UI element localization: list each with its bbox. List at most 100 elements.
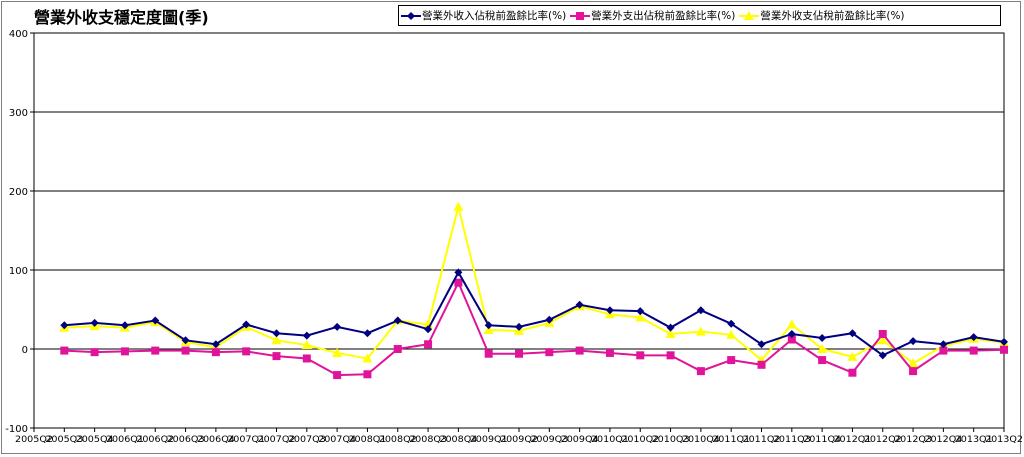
data-point-square — [757, 360, 766, 369]
data-point-square — [939, 346, 948, 355]
data-point-square — [90, 348, 99, 357]
series-line — [64, 270, 1005, 357]
data-point-square — [727, 356, 736, 365]
data-point-diamond — [969, 333, 978, 342]
data-point-square — [120, 347, 129, 356]
data-point-triangle — [695, 326, 706, 336]
data-point-diamond — [272, 329, 281, 338]
data-point-square — [575, 346, 584, 355]
data-point-square — [211, 348, 220, 357]
legend-marker-triangle-icon — [739, 10, 760, 20]
x-tick-label: 2013Q2 — [985, 435, 1023, 445]
data-point-square — [424, 340, 433, 349]
data-point-square — [454, 278, 463, 287]
data-point-triangle — [847, 351, 858, 361]
data-point-square — [666, 351, 675, 360]
data-point-square — [909, 367, 918, 376]
data-point-diamond — [545, 315, 554, 324]
data-point-square — [484, 349, 493, 358]
x-tick-label: 2010Q1 — [591, 435, 629, 445]
y-tick-label: 0 — [22, 345, 28, 356]
data-point-triangle — [877, 335, 888, 345]
data-point-square — [605, 348, 614, 357]
data-point-diamond — [757, 340, 766, 349]
data-point-square — [1000, 345, 1008, 354]
y-tick-label: 200 — [9, 187, 28, 198]
x-tick-label: 2007Q1 — [227, 435, 265, 445]
data-point-diamond — [60, 321, 69, 330]
data-point-diamond — [1000, 337, 1008, 346]
data-point-diamond — [909, 337, 918, 346]
y-tick-label: -100 — [5, 424, 28, 435]
x-tick-label: 2012Q4 — [924, 435, 962, 445]
data-point-triangle — [786, 319, 797, 329]
x-tick-label: 2009Q3 — [530, 435, 568, 445]
data-point-square — [696, 367, 705, 376]
x-tick-label: 2007Q4 — [318, 435, 356, 445]
legend-label: 營業外收支佔稅前盈餘比率(%) — [760, 10, 905, 22]
x-tick-label: 2011Q2 — [743, 435, 781, 445]
data-point-square — [878, 329, 887, 338]
y-tick-label: 100 — [9, 266, 28, 277]
data-point-diamond — [939, 340, 948, 349]
data-point-diamond — [242, 320, 251, 329]
x-tick-label: 2012Q2 — [864, 435, 902, 445]
plot-area — [33, 32, 1005, 429]
x-tick-label: 2011Q4 — [803, 435, 841, 445]
chart-title: 營業外收支穩定度圖(季) — [34, 8, 209, 27]
data-point-square — [333, 371, 342, 380]
legend-marker-diamond-icon — [401, 11, 421, 20]
x-tick-label: 2010Q2 — [621, 435, 659, 445]
data-point-diamond — [515, 322, 523, 331]
data-point-diamond — [302, 331, 311, 340]
data-point-diamond — [818, 333, 827, 342]
legend-marker-square-icon — [570, 11, 591, 20]
data-point-triangle — [332, 347, 343, 357]
data-point-diamond — [151, 316, 160, 325]
x-tick-label: 2006Q4 — [197, 435, 235, 445]
data-point-square — [969, 346, 978, 355]
x-tick-label: 2008Q3 — [409, 435, 447, 445]
x-tick-label: 2010Q4 — [682, 435, 720, 445]
data-point-diamond — [484, 321, 493, 330]
data-point-square — [242, 347, 251, 356]
x-tick-label: 2007Q2 — [258, 435, 296, 445]
x-tick-label: 2006Q2 — [136, 435, 174, 445]
data-point-diamond — [605, 306, 614, 315]
legend-label: 營業外收入佔稅前盈餘比率(%) — [422, 10, 567, 22]
legend-item-income: 營業外收入佔稅前盈餘比率(%) — [401, 8, 566, 23]
data-point-triangle — [362, 353, 373, 363]
data-point-triangle — [453, 201, 464, 211]
x-tick-label: 2011Q3 — [773, 435, 811, 445]
data-point-square — [302, 354, 311, 363]
x-tick-label: 2005Q2 — [15, 435, 53, 445]
data-point-square — [636, 351, 645, 360]
x-tick-label: 2008Q2 — [379, 435, 417, 445]
data-point-square — [151, 346, 160, 355]
x-tick-label: 2005Q3 — [45, 435, 83, 445]
data-point-square — [181, 346, 190, 355]
x-tick-label: 2006Q1 — [106, 435, 144, 445]
x-tick-label: 2012Q3 — [894, 435, 932, 445]
x-tick-label: 2009Q2 — [500, 435, 538, 445]
data-point-diamond — [181, 336, 190, 345]
data-point-triangle — [665, 328, 676, 338]
y-tick-label: 300 — [9, 108, 28, 119]
x-tick-label: 2013Q1 — [955, 435, 993, 445]
data-point-diamond — [666, 323, 675, 332]
data-point-square — [818, 356, 827, 365]
data-point-diamond — [696, 306, 705, 315]
legend-item-expense: 營業外支出佔稅前盈餘比率(%) — [570, 8, 735, 23]
x-tick-label: 2012Q1 — [833, 435, 871, 445]
data-point-square — [60, 346, 69, 355]
data-point-square — [515, 349, 523, 358]
data-point-diamond — [787, 329, 796, 338]
legend-label: 營業外支出佔稅前盈餘比率(%) — [591, 10, 736, 22]
data-point-square — [363, 370, 372, 379]
data-point-square — [848, 368, 857, 377]
data-point-diamond — [393, 316, 402, 325]
x-tick-label: 2005Q4 — [76, 435, 114, 445]
x-tick-label: 2010Q3 — [652, 435, 690, 445]
data-point-diamond — [333, 322, 342, 331]
